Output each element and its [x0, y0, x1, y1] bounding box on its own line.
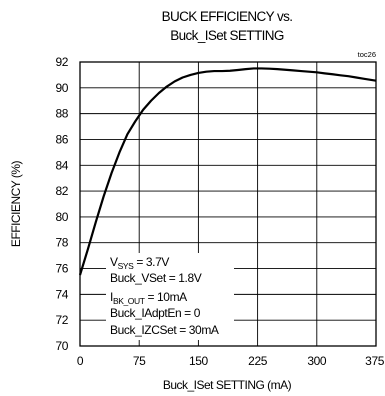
- y-tick-label: 74: [55, 287, 68, 301]
- plot-area-frame: [79, 61, 377, 347]
- x-tick-label: 75: [133, 354, 146, 368]
- y-tick-labels: 70 72 74 76 78 80 82 84 86 88 90 92: [55, 55, 69, 353]
- condition-vsys: VSYS = 3.7V: [110, 255, 169, 271]
- condition-buck-vset: Buck_VSet = 1.8V: [110, 271, 202, 285]
- x-tick-labels: 0 75 150 225 300 375: [77, 354, 385, 368]
- y-tick-label: 80: [55, 210, 68, 224]
- x-tick-label: 150: [189, 354, 209, 368]
- y-tick-label: 86: [55, 132, 68, 146]
- x-tick-label: 375: [365, 354, 385, 368]
- y-tick-label: 78: [55, 236, 68, 250]
- chart-title-line-2: Buck_ISet SETTING: [170, 28, 284, 43]
- y-tick-label: 84: [55, 158, 68, 172]
- efficiency-curve: [78, 67, 377, 276]
- condition-ibk-out: IBK_OUT = 10mA: [110, 290, 187, 306]
- condition-buck-izcset: Buck_IZCSet = 30mA: [110, 323, 219, 337]
- y-tick-label: 76: [55, 262, 68, 276]
- y-axis-label: EFFICIENCY (%): [9, 160, 23, 247]
- y-tick-label: 70: [55, 339, 68, 353]
- x-tick-label: 225: [248, 354, 268, 368]
- y-tick-label: 72: [55, 313, 68, 327]
- x-tick-label: 300: [307, 354, 327, 368]
- y-tick-label: 88: [55, 107, 68, 121]
- conditions-box-background: [106, 253, 234, 340]
- x-tick-label: 0: [77, 354, 84, 368]
- y-tick-label: 90: [55, 81, 68, 95]
- y-tick-label: 82: [55, 184, 68, 198]
- chart-tag: toc26: [358, 50, 376, 59]
- condition-buck-iadpten: Buck_IAdptEn = 0: [110, 306, 201, 320]
- chart-title-line-1: BUCK EFFICIENCY vs.: [162, 9, 293, 24]
- x-axis-label: Buck_ISet SETTING (mA): [163, 378, 292, 392]
- y-tick-label: 92: [55, 55, 68, 69]
